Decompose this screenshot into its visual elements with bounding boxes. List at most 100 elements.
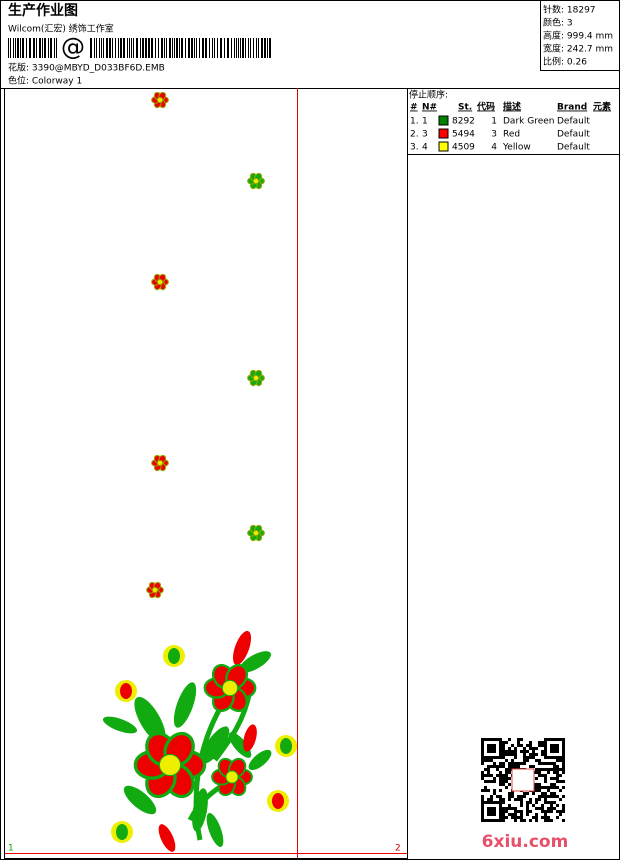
qr-module <box>535 771 538 774</box>
qr-module <box>502 780 505 783</box>
flower-center <box>156 459 164 467</box>
flower <box>203 663 257 713</box>
qr-module <box>535 789 538 792</box>
qr-module <box>508 798 511 801</box>
qr-module <box>484 801 487 804</box>
bar-stripe <box>112 38 113 58</box>
qr-module <box>559 774 562 777</box>
qr-module <box>511 765 514 768</box>
qr-module <box>493 813 496 816</box>
qr-code <box>481 738 565 822</box>
qr-module <box>556 816 559 819</box>
qr-module <box>502 783 505 786</box>
qr-module <box>541 741 544 744</box>
qr-module <box>511 759 514 762</box>
qr-module <box>523 753 526 756</box>
qr-module <box>550 744 553 747</box>
qr-module <box>529 810 532 813</box>
qr-module <box>487 774 490 777</box>
qr-module <box>493 738 496 741</box>
qr-module <box>487 801 490 804</box>
qr-module <box>550 804 553 807</box>
qr-module <box>550 738 553 741</box>
qr-module <box>517 816 520 819</box>
qr-module <box>553 756 556 759</box>
qr-module <box>484 780 487 783</box>
qr-module <box>535 816 538 819</box>
qr-module <box>493 762 496 765</box>
qr-module <box>541 795 544 798</box>
qr-module <box>538 771 541 774</box>
qr-module <box>499 804 502 807</box>
bar-stripe <box>103 38 104 58</box>
qr-module <box>508 813 511 816</box>
qr-module <box>502 807 505 810</box>
qr-module <box>499 780 502 783</box>
qr-module <box>535 747 538 750</box>
color-swatch <box>438 141 449 152</box>
color-swatch <box>438 128 449 139</box>
qr-module <box>550 792 553 795</box>
qr-module <box>547 762 550 765</box>
flower <box>247 369 265 387</box>
qr-module <box>496 768 499 771</box>
qr-module <box>517 738 520 741</box>
flower <box>151 454 169 472</box>
qr-module <box>499 813 502 816</box>
studio: Wilcom(汇宏) 绣饰工作室 <box>8 23 114 35</box>
qr-module <box>556 744 559 747</box>
bar-stripe <box>236 38 237 58</box>
qr-module <box>514 798 517 801</box>
qr-module <box>502 753 505 756</box>
qr-module <box>547 738 550 741</box>
qr-module <box>562 750 565 753</box>
qr-module <box>544 753 547 756</box>
flower <box>146 581 164 599</box>
qr-module <box>559 768 562 771</box>
bar-stripe <box>258 38 259 58</box>
column-header: 代码 <box>476 101 495 113</box>
qr-module <box>523 792 526 795</box>
table-title: 停止顺序: <box>409 89 448 101</box>
qr-module <box>550 807 553 810</box>
qr-module <box>505 768 508 771</box>
bar-stripe <box>115 38 116 58</box>
qr-module <box>541 807 544 810</box>
qr-module <box>490 819 493 822</box>
qr-module <box>502 765 505 768</box>
qr-module <box>550 801 553 804</box>
qr-module <box>481 762 484 765</box>
leaf <box>248 749 272 771</box>
qr-module <box>499 783 502 786</box>
qr-module <box>520 813 523 816</box>
color-swatch <box>438 115 449 126</box>
qr-module <box>502 744 505 747</box>
qr-module <box>517 798 520 801</box>
leaf <box>232 630 252 666</box>
qr-module <box>547 795 550 798</box>
qr-module <box>547 768 550 771</box>
qr-module <box>544 762 547 765</box>
cell: 8292 <box>452 117 475 127</box>
bar-stripe <box>29 38 31 58</box>
bar-stripe <box>101 38 102 58</box>
qr-module <box>556 759 559 762</box>
dot-inner <box>120 683 132 699</box>
qr-module <box>499 801 502 804</box>
bar-stripe <box>99 38 100 58</box>
qr-module <box>544 741 547 744</box>
qr-module <box>520 819 523 822</box>
bar-stripe <box>158 38 159 58</box>
leaf <box>239 651 271 673</box>
flower-center <box>252 529 260 537</box>
qr-module <box>499 756 502 759</box>
stat: 比例: 0.26 <box>543 56 587 68</box>
qr-module <box>547 771 550 774</box>
qr-module <box>490 744 493 747</box>
qr-module <box>547 810 550 813</box>
qr-module <box>550 783 553 786</box>
qr-module <box>496 819 499 822</box>
qr-module <box>550 756 553 759</box>
